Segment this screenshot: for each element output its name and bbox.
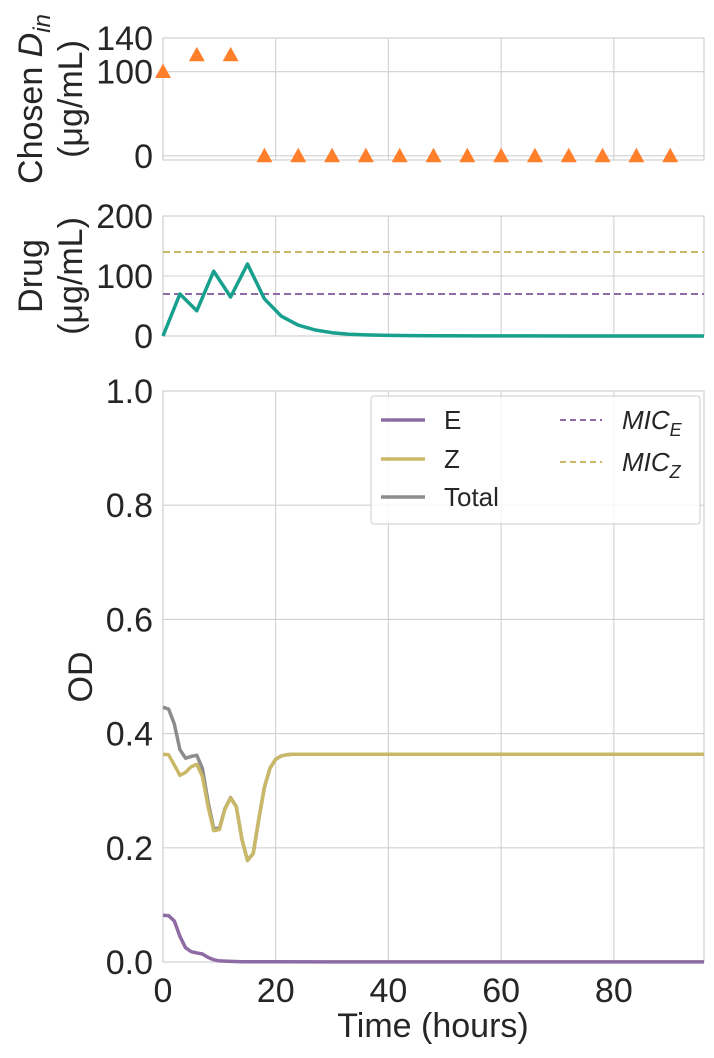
dose-marker bbox=[155, 63, 171, 79]
y-tick-label: 140 bbox=[96, 20, 153, 58]
legend-label-mic-e-sub: E bbox=[670, 420, 683, 440]
legend-label-e: E bbox=[444, 405, 461, 435]
x-tick-label: 0 bbox=[154, 972, 173, 1010]
x-tick-label: 20 bbox=[257, 972, 295, 1010]
legend-label-mic-e: MICE bbox=[622, 405, 683, 440]
legend-label-mic-z-sub: Z bbox=[669, 462, 682, 482]
x-tick-label: 40 bbox=[370, 972, 408, 1010]
y-tick-label: 0 bbox=[134, 138, 153, 176]
drug-concentration-line bbox=[161, 262, 704, 338]
dose-y-axis-unit: (μg/mL) bbox=[52, 40, 90, 158]
series-z-line bbox=[162, 752, 704, 863]
dose-marker bbox=[324, 147, 341, 163]
dose-y-axis-label-prefix: Chosen bbox=[12, 57, 50, 184]
x-tick-label: 80 bbox=[595, 972, 633, 1010]
dose-marker bbox=[493, 147, 510, 163]
dose-marker bbox=[425, 147, 442, 163]
drug-y-axis-unit: (μg/mL) bbox=[52, 217, 90, 335]
drug-y-axis-label: Drug bbox=[12, 239, 50, 313]
dose-marker bbox=[526, 147, 543, 163]
dose-y-axis-label-symbol: D bbox=[12, 33, 50, 58]
legend-label-mic-z-main: MIC bbox=[622, 447, 670, 477]
dose-marker bbox=[188, 46, 205, 62]
od-y-tick-labels: 0.0 0.2 0.4 0.6 0.8 1.0 bbox=[106, 373, 153, 982]
od-x-tick-labels: 0 20 40 60 80 bbox=[154, 972, 633, 1010]
y-tick-label: 200 bbox=[96, 198, 153, 236]
drug-series bbox=[161, 251, 704, 338]
y-tick-label: 100 bbox=[96, 54, 153, 92]
drug-panel: 0 100 200 Drug (μg/mL) bbox=[12, 198, 705, 356]
y-tick-label: 0.6 bbox=[106, 601, 153, 639]
series-e-line bbox=[162, 913, 704, 964]
dose-markers bbox=[155, 46, 679, 163]
y-tick-label: 0.2 bbox=[106, 830, 153, 868]
y-tick-label: 0.4 bbox=[106, 716, 153, 754]
legend-label-total: Total bbox=[444, 482, 499, 512]
dose-marker bbox=[662, 147, 679, 163]
dose-y-axis-label-subscript: in bbox=[29, 14, 56, 33]
dose-marker bbox=[459, 147, 476, 163]
y-tick-label: 0 bbox=[134, 318, 153, 356]
od-panel: 0.0 0.2 0.4 0.6 0.8 1.0 0 20 40 60 80 OD Time (ho… bbox=[62, 373, 705, 1045]
dose-marker bbox=[628, 147, 645, 163]
drug-y-tick-labels: 0 100 200 bbox=[96, 198, 153, 356]
od-y-axis-label: OD bbox=[62, 652, 100, 703]
legend-label-z: Z bbox=[444, 444, 460, 474]
legend: E Z Total MICE MICZ bbox=[370, 395, 701, 525]
dose-marker bbox=[560, 147, 577, 163]
dose-marker bbox=[222, 46, 239, 62]
dose-marker bbox=[256, 147, 273, 163]
dose-y-axis-label: Chosen Din bbox=[12, 14, 56, 184]
dose-marker bbox=[357, 147, 374, 163]
x-tick-label: 60 bbox=[482, 972, 520, 1010]
legend-box bbox=[370, 395, 701, 525]
dose-marker bbox=[594, 147, 611, 163]
dose-marker bbox=[290, 147, 307, 163]
y-tick-label: 1.0 bbox=[106, 373, 153, 411]
legend-label-mic-e-main: MIC bbox=[622, 405, 670, 435]
dose-marker bbox=[391, 147, 408, 163]
dose-plot-area bbox=[162, 37, 705, 161]
y-tick-label: 0.0 bbox=[106, 944, 153, 982]
od-series bbox=[162, 705, 704, 964]
y-tick-label: 0.8 bbox=[106, 487, 153, 525]
y-tick-label: 100 bbox=[96, 258, 153, 296]
legend-label-mic-z: MICZ bbox=[622, 447, 682, 482]
od-x-axis-label: Time (hours) bbox=[337, 1007, 528, 1045]
